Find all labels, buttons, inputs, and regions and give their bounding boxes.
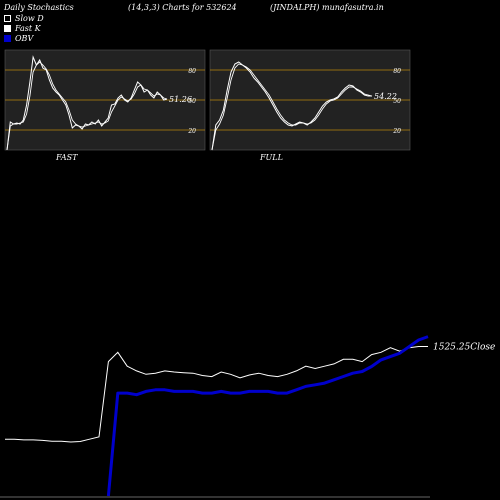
legend-obv-swatch (4, 35, 11, 42)
obv-line (106, 335, 429, 497)
full-series-slow-d (211, 63, 373, 151)
fast-panel-label: FAST (56, 153, 78, 162)
chart-title: Daily Stochastics (4, 3, 74, 12)
full-tick-label-20: 20 (392, 128, 401, 135)
legend-slow-d-swatch (4, 15, 11, 22)
fast-tick-label-50: 50 (188, 98, 196, 105)
legend-fast-k: Fast K (4, 24, 41, 33)
fast-tick-label-80: 80 (188, 68, 196, 75)
fast-tick-label-20: 20 (187, 128, 196, 135)
fast-series-fast-k (6, 55, 168, 151)
legend-obv: OBV (4, 34, 33, 43)
chart-source: (JINDALPH) munafasutra.in (270, 3, 384, 12)
legend-fast-k-label: Fast K (15, 24, 41, 33)
close-price-line (5, 346, 428, 443)
full-series-fast-k (211, 61, 372, 151)
legend-slow-d-label: Slow D (15, 14, 44, 23)
full-tick-label-80: 80 (393, 68, 401, 75)
fast-last-value-label: 51.26 (169, 95, 192, 104)
close-label-suffix: Close (470, 342, 495, 352)
chart-subtitle: (14,3,3) Charts for 532624 (128, 3, 237, 12)
close-value-label: 1525.25Close (433, 342, 495, 352)
legend-obv-label: OBV (15, 34, 34, 43)
full-panel-label: FULL (260, 153, 283, 162)
fast-series-slow-d (6, 61, 168, 151)
legend-slow-d: Slow D (4, 14, 44, 23)
full-last-value-label: 54.22 (374, 92, 397, 101)
full-tick-label-50: 50 (393, 98, 401, 105)
legend-fast-k-swatch (4, 25, 11, 32)
